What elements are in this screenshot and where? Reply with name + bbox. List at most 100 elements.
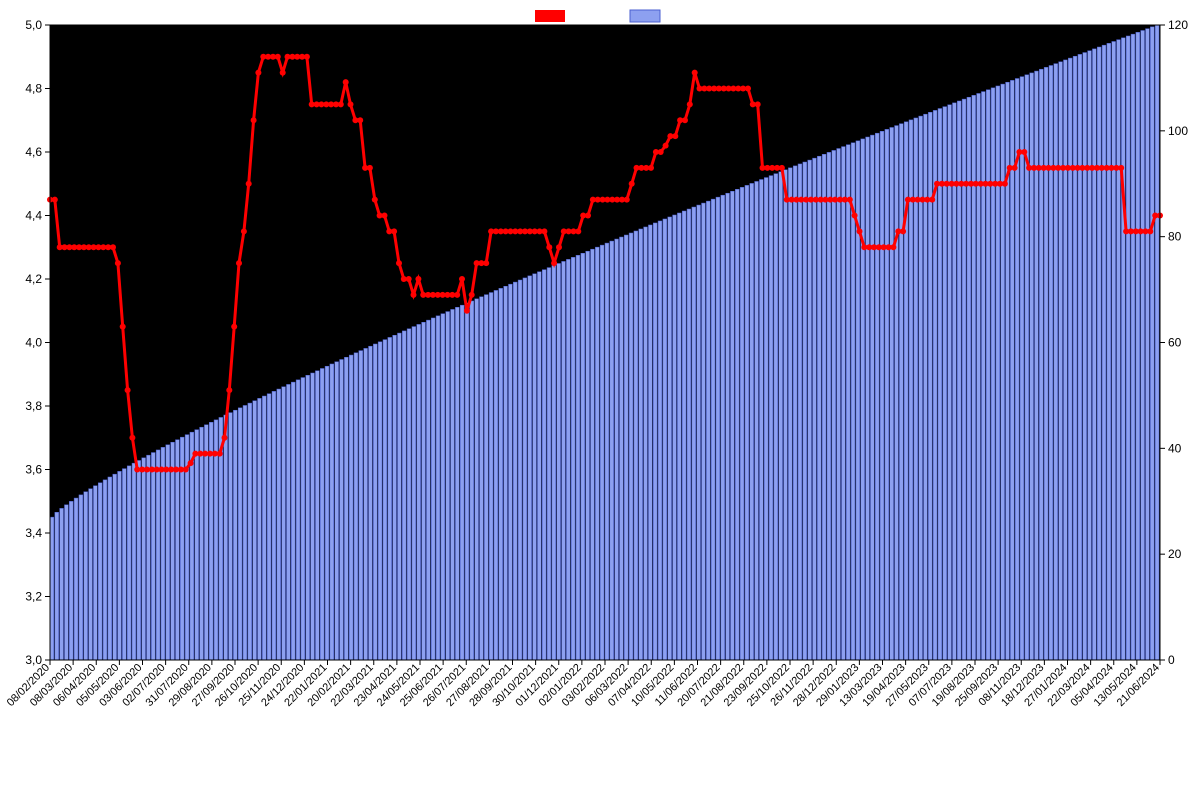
line-marker [624, 197, 630, 203]
bar [1035, 71, 1039, 660]
bar [846, 145, 850, 660]
bar [55, 512, 59, 660]
line-marker [231, 324, 237, 330]
line-marker [454, 292, 460, 298]
legend [535, 10, 660, 22]
line-marker [415, 276, 421, 282]
bar [798, 164, 802, 660]
bar [924, 114, 928, 660]
bar [653, 223, 657, 660]
line-marker [343, 79, 349, 85]
bar [730, 191, 734, 660]
bar [499, 288, 503, 660]
line-marker [251, 117, 257, 123]
bar [938, 109, 942, 660]
bar [397, 333, 401, 660]
line-marker [411, 292, 417, 298]
bar [441, 314, 445, 660]
bar [388, 337, 392, 660]
bar [69, 501, 73, 660]
bar [417, 324, 421, 660]
bar [151, 453, 155, 660]
line-marker [541, 228, 547, 234]
bar [315, 371, 319, 660]
bar [359, 351, 363, 660]
bar [769, 176, 773, 660]
bar [808, 160, 812, 660]
bar [320, 368, 324, 660]
y-right-label: 80 [1168, 230, 1182, 244]
bar [600, 245, 604, 660]
line-marker [575, 228, 581, 234]
y-right-label: 20 [1168, 547, 1182, 561]
bar [426, 320, 430, 660]
bar [591, 249, 595, 660]
bar [286, 384, 290, 660]
line-marker [1021, 149, 1027, 155]
line-marker [188, 460, 194, 466]
bar [740, 187, 744, 660]
line-marker [280, 70, 286, 76]
bar [1155, 25, 1159, 660]
bar [981, 92, 985, 660]
bar [1102, 45, 1106, 660]
line-marker [890, 244, 896, 250]
bar [175, 440, 179, 660]
bar [644, 227, 648, 660]
line-marker [1147, 228, 1153, 234]
bar [1150, 27, 1154, 660]
line-marker [1002, 181, 1008, 187]
bar [407, 329, 411, 660]
bar [1020, 77, 1024, 660]
bar [1073, 56, 1077, 660]
bar [1030, 73, 1034, 660]
bar [494, 290, 498, 660]
bar [1063, 60, 1067, 660]
bar [745, 185, 749, 660]
bar [306, 375, 310, 660]
bar [605, 243, 609, 660]
bar [1146, 29, 1150, 660]
bar [369, 346, 373, 660]
bar [1092, 49, 1096, 660]
bar [513, 282, 517, 660]
legend-swatch-line [535, 10, 565, 22]
y-left-label: 3,6 [25, 463, 42, 477]
bar [518, 280, 522, 660]
bar [692, 207, 696, 660]
line-marker [183, 467, 189, 473]
bar [1136, 32, 1140, 660]
bar [1141, 30, 1145, 660]
y-left-label: 5,0 [25, 18, 42, 32]
bar [788, 168, 792, 660]
bar [870, 135, 874, 660]
bar [779, 172, 783, 660]
bar [330, 364, 334, 660]
bar [282, 387, 286, 660]
bar [866, 137, 870, 660]
bar [166, 445, 170, 660]
bar [1068, 58, 1072, 660]
line-marker [682, 117, 688, 123]
bar [755, 181, 759, 660]
bar [238, 408, 242, 660]
bar [446, 312, 450, 660]
bar [195, 430, 199, 660]
line-marker [459, 276, 465, 282]
bar [639, 229, 643, 660]
bar [296, 380, 300, 660]
line-marker [115, 260, 121, 266]
line-marker [382, 213, 388, 219]
bar [364, 348, 368, 660]
bar [224, 415, 228, 660]
bar [508, 284, 512, 660]
bar [1112, 41, 1116, 660]
bar [861, 139, 865, 660]
bar [118, 471, 122, 660]
bar [682, 211, 686, 660]
bar [156, 450, 160, 660]
bar [658, 221, 662, 660]
bar [726, 193, 730, 660]
y-left-label: 3,2 [25, 590, 42, 604]
bar [1039, 69, 1043, 660]
